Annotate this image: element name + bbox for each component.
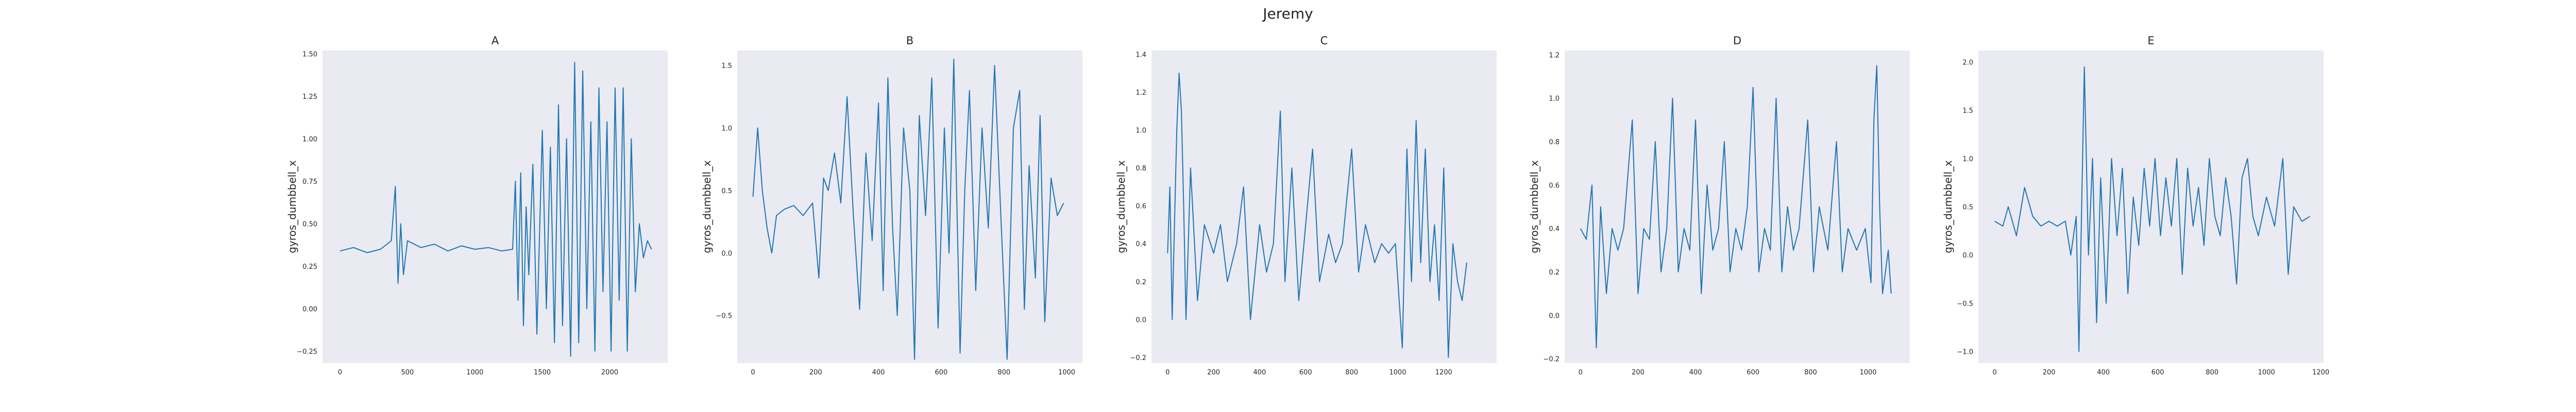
y-tick-label: 0.4 — [1136, 241, 1146, 248]
x-tick-label: 1500 — [534, 369, 551, 376]
x-tick-label: 800 — [1804, 369, 1817, 376]
x-tick-label: 0 — [1165, 369, 1170, 376]
y-axis-label: gyros_dumbbell_x — [701, 160, 713, 253]
subplot-title: C — [1320, 35, 1328, 47]
x-tick-label: 600 — [1299, 369, 1312, 376]
x-tick-label: 400 — [1689, 369, 1702, 376]
y-tick-label: 0.8 — [1136, 165, 1146, 173]
series-line — [1167, 73, 1467, 358]
x-tick-label: 1200 — [2312, 369, 2329, 376]
y-tick-label: 1.00 — [302, 136, 317, 144]
y-tick-label: 0.0 — [1136, 316, 1146, 324]
y-tick-label: −1.0 — [1957, 349, 1973, 356]
y-tick-label: 1.5 — [1962, 107, 1973, 115]
subplot-title: A — [492, 35, 499, 47]
x-tick-label: 0 — [338, 369, 342, 376]
y-tick-label: 0.0 — [721, 250, 732, 258]
plot-area — [1565, 50, 1910, 363]
y-tick-label: −0.2 — [1543, 356, 1560, 364]
y-tick-label: 1.25 — [302, 93, 317, 101]
y-tick-label: 0.2 — [1136, 279, 1146, 286]
series-line — [1580, 65, 1892, 349]
y-tick-label: −0.25 — [297, 348, 317, 356]
x-tick-label: 1000 — [1859, 369, 1876, 376]
y-tick-label: 0.6 — [1136, 203, 1146, 211]
y-tick-label: 1.5 — [721, 62, 732, 70]
x-tick-label: 0 — [1993, 369, 1997, 376]
x-tick-label: 500 — [401, 369, 414, 376]
x-tick-label: 200 — [1207, 369, 1220, 376]
y-tick-label: 0.0 — [1549, 312, 1560, 320]
y-tick-label: 0.25 — [302, 263, 317, 271]
figure-title: Jeremy — [1262, 5, 1313, 22]
y-tick-label: 1.0 — [1136, 127, 1146, 135]
y-axis-label: gyros_dumbbell_x — [286, 160, 298, 253]
x-tick-label: 0 — [1579, 369, 1583, 376]
y-tick-label: 0.6 — [1549, 182, 1560, 190]
subplot-title: D — [1733, 35, 1741, 47]
y-tick-label: 0.50 — [302, 220, 317, 228]
x-tick-label: 600 — [935, 369, 947, 376]
y-tick-label: 1.2 — [1549, 52, 1560, 59]
x-tick-label: 200 — [2043, 369, 2056, 376]
y-tick-label: −0.5 — [716, 313, 732, 320]
y-tick-label: 1.50 — [302, 51, 317, 59]
y-tick-label: 2.0 — [1962, 59, 1973, 66]
x-tick-label: 1200 — [1435, 369, 1452, 376]
x-tick-label: 2000 — [601, 369, 618, 376]
x-tick-label: 1000 — [2258, 369, 2275, 376]
x-tick-label: 1000 — [1389, 369, 1406, 376]
y-tick-label: 0.5 — [1962, 204, 1973, 212]
series-line — [1994, 66, 2311, 352]
y-tick-label: 1.0 — [721, 125, 732, 133]
y-tick-label: 1.0 — [1962, 156, 1973, 163]
x-tick-label: 0 — [751, 369, 755, 376]
subplot-title: E — [2147, 35, 2154, 47]
x-tick-label: 800 — [1345, 369, 1358, 376]
subplot-title: B — [906, 35, 913, 47]
series-line — [752, 59, 1064, 360]
x-tick-label: 400 — [2097, 369, 2110, 376]
y-tick-label: 1.0 — [1549, 95, 1560, 103]
plot-area — [323, 50, 668, 363]
y-tick-label: −0.2 — [1130, 354, 1146, 362]
y-tick-label: 1.4 — [1136, 51, 1146, 59]
y-tick-label: −0.5 — [1957, 300, 1973, 308]
x-tick-label: 800 — [997, 369, 1010, 376]
y-tick-label: 0.0 — [1962, 252, 1973, 260]
y-axis-label: gyros_dumbbell_x — [1942, 160, 1954, 253]
plot-area — [1151, 50, 1497, 363]
x-tick-label: 600 — [2151, 369, 2164, 376]
y-axis-label: gyros_dumbbell_x — [1115, 160, 1127, 253]
y-tick-label: 0.75 — [302, 178, 317, 186]
x-tick-label: 600 — [1747, 369, 1759, 376]
x-tick-label: 800 — [2206, 369, 2218, 376]
y-axis-label: gyros_dumbbell_x — [1528, 160, 1540, 253]
x-tick-label: 1000 — [1058, 369, 1075, 376]
x-tick-label: 200 — [809, 369, 822, 376]
x-tick-label: 200 — [1632, 369, 1645, 376]
y-tick-label: 0.5 — [721, 187, 732, 195]
x-tick-label: 400 — [1253, 369, 1266, 376]
x-tick-label: 400 — [872, 369, 885, 376]
y-tick-label: 0.4 — [1549, 226, 1560, 233]
y-tick-label: 1.2 — [1136, 89, 1146, 97]
y-tick-label: 0.2 — [1549, 269, 1560, 277]
series-line — [340, 62, 652, 357]
x-tick-label: 1000 — [466, 369, 483, 376]
y-tick-label: 0.8 — [1549, 139, 1560, 146]
y-tick-label: 0.00 — [302, 305, 317, 313]
